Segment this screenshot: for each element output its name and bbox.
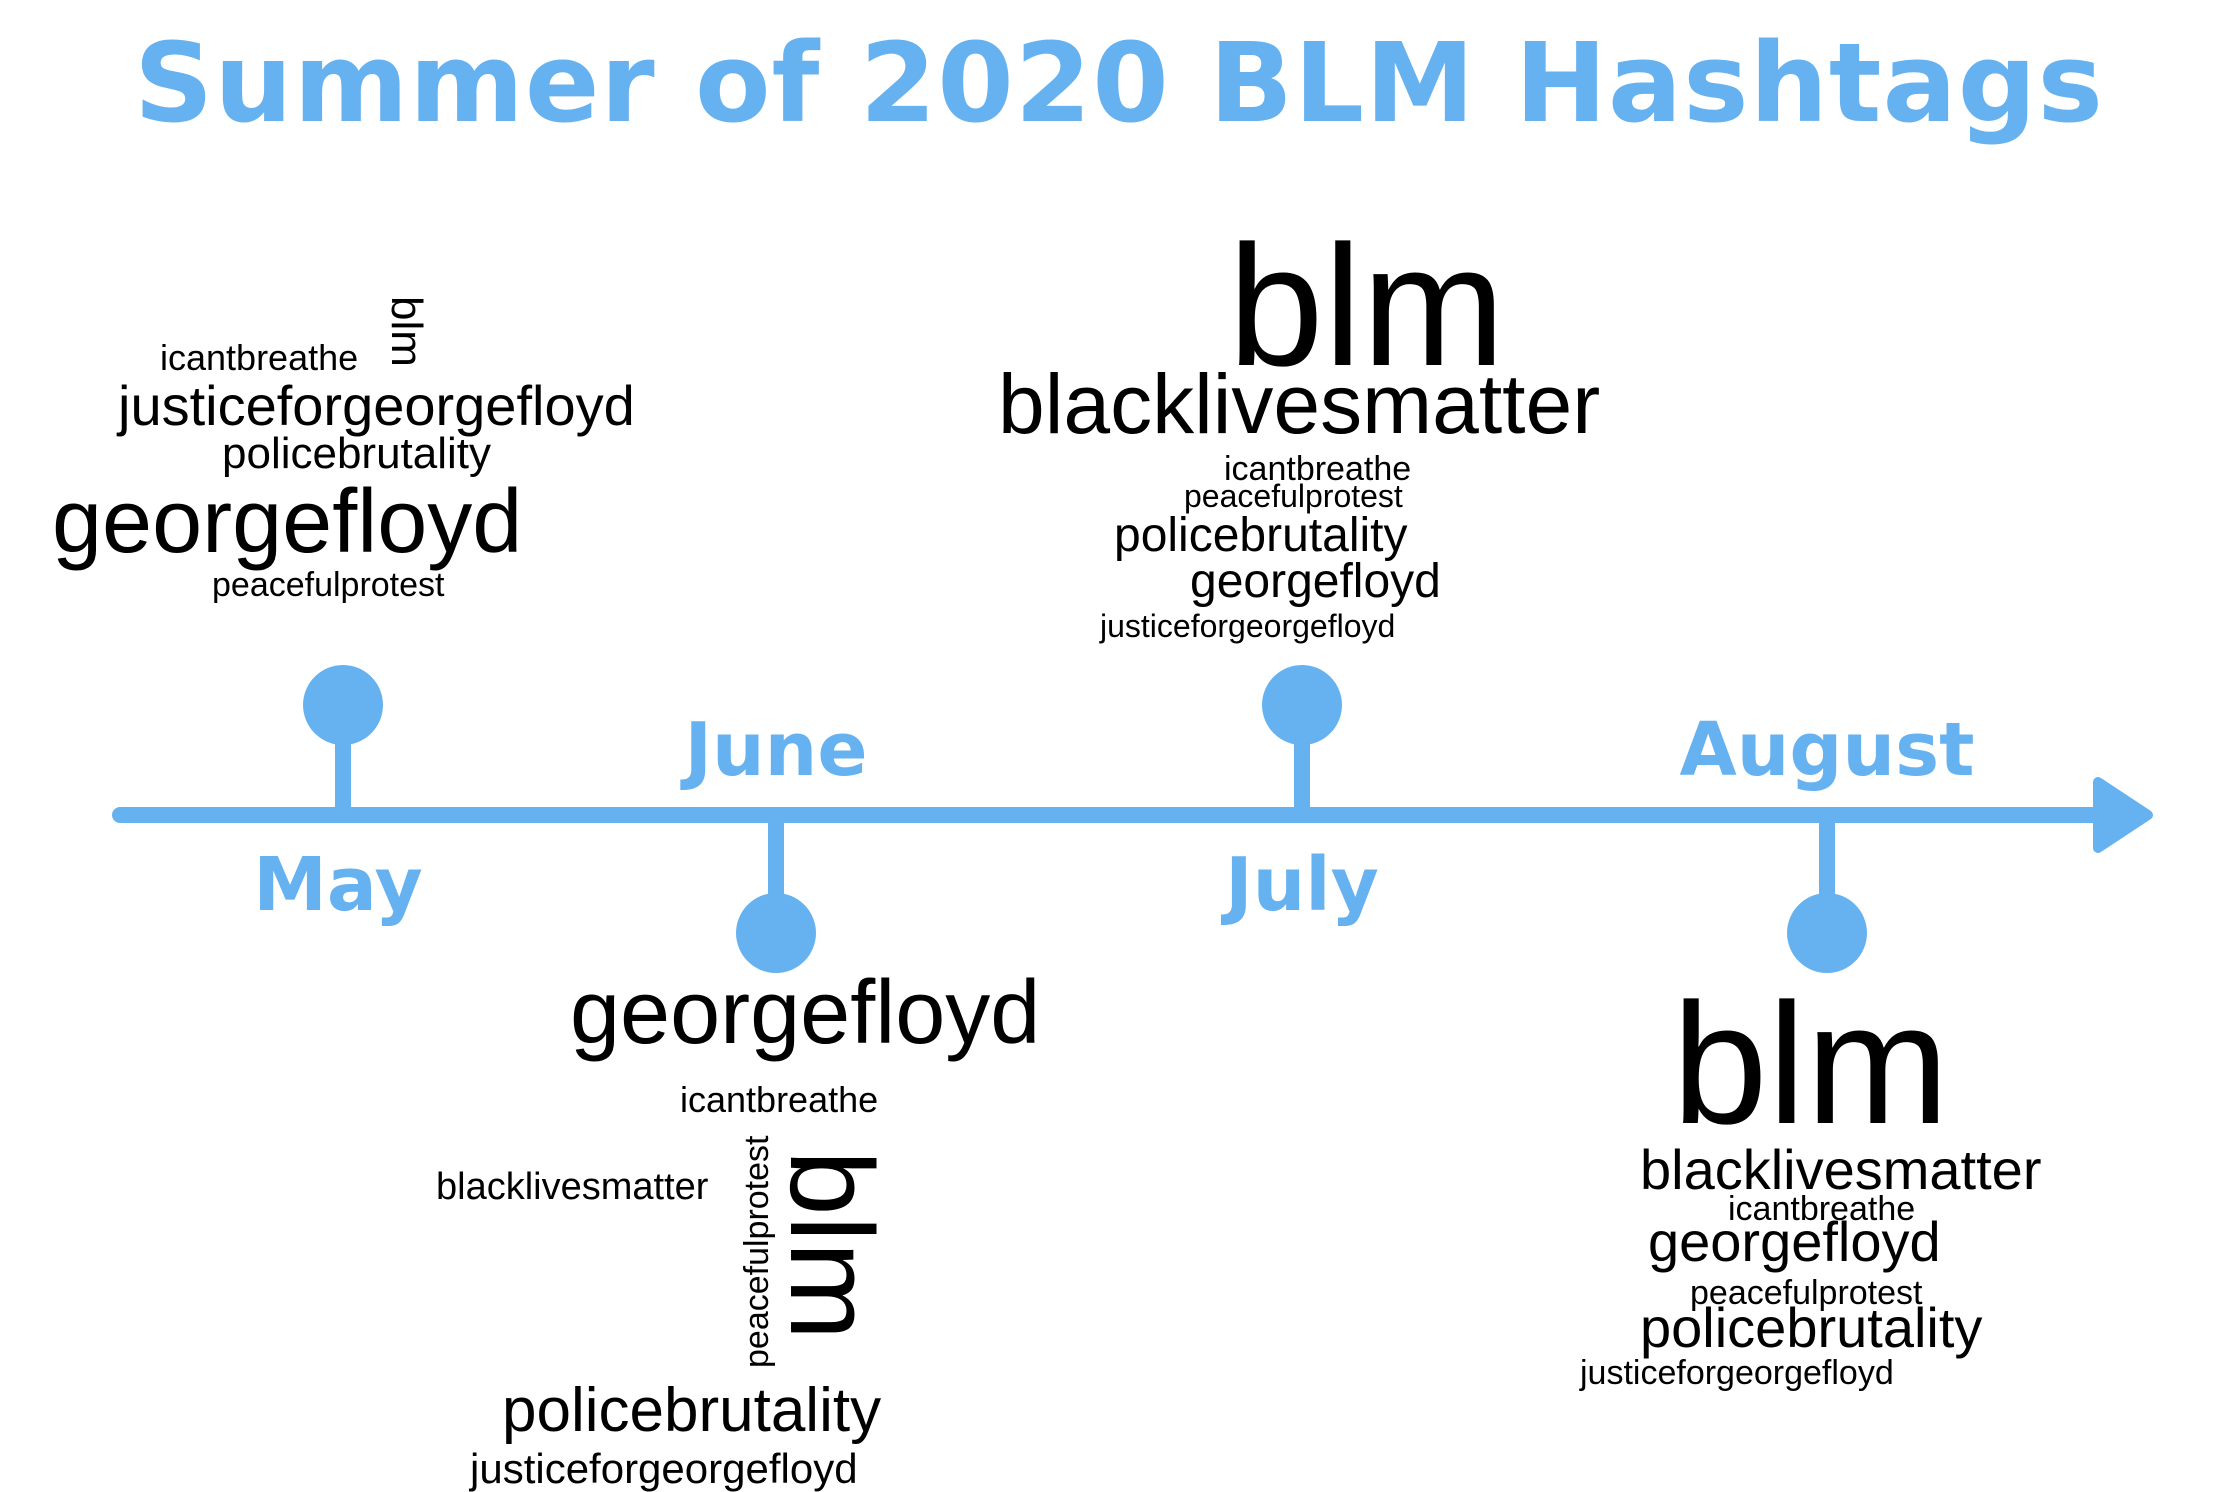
cloud-word: blacklivesmatter xyxy=(998,357,1601,451)
cloud-word: policebrutality xyxy=(1114,509,1408,562)
cloud-word: georgefloyd xyxy=(570,963,1041,1063)
cloud-word: peacefulprotest xyxy=(1184,478,1403,514)
cloud-word: justiceforgeorgefloyd xyxy=(1580,1354,1894,1392)
cloud-word: georgefloyd xyxy=(52,472,523,572)
page-title: Summer of 2020 BLM Hashtags xyxy=(134,19,2104,147)
cloud-word: peacefulprotest xyxy=(212,566,445,604)
cloud-word: blm xyxy=(1672,968,1950,1160)
cloud-word: policebrutality xyxy=(222,429,492,478)
month-label-june: June xyxy=(684,707,868,793)
marker-dot-july xyxy=(1262,665,1342,745)
cloud-word: blm xyxy=(1228,210,1506,402)
month-label-july: July xyxy=(1225,842,1379,928)
cloud-word: georgefloyd xyxy=(1190,555,1441,608)
marker-dot-august xyxy=(1787,893,1867,973)
cloud-word: icantbreathe xyxy=(1224,450,1412,488)
cloud-word: blacklivesmatter xyxy=(436,1166,709,1208)
month-label-may: May xyxy=(253,842,423,928)
month-label-august: August xyxy=(1679,707,1975,793)
cloud-word: icantbreathe xyxy=(1728,1190,1916,1228)
marker-dot-june xyxy=(736,893,816,973)
marker-dot-may xyxy=(303,665,383,745)
cloud-word: blacklivesmatter xyxy=(1640,1138,2042,1201)
cloud-word: icantbreathe xyxy=(680,1079,879,1120)
cloud-word: policebrutality xyxy=(502,1376,882,1445)
cloud-word: justiceforgeorgefloyd xyxy=(470,1445,858,1492)
cloud-word: policebrutality xyxy=(1640,1296,1983,1359)
cloud-word: justiceforgeorgefloyd xyxy=(118,374,635,437)
right-arrow-icon xyxy=(2093,777,2153,853)
cloud-word: peacefulprotest xyxy=(1690,1274,1923,1312)
cloud-word: justiceforgeorgefloyd xyxy=(1100,608,1396,644)
cloud-word: icantbreathe xyxy=(160,337,359,378)
cloud-word: georgefloyd xyxy=(1648,1210,1941,1273)
